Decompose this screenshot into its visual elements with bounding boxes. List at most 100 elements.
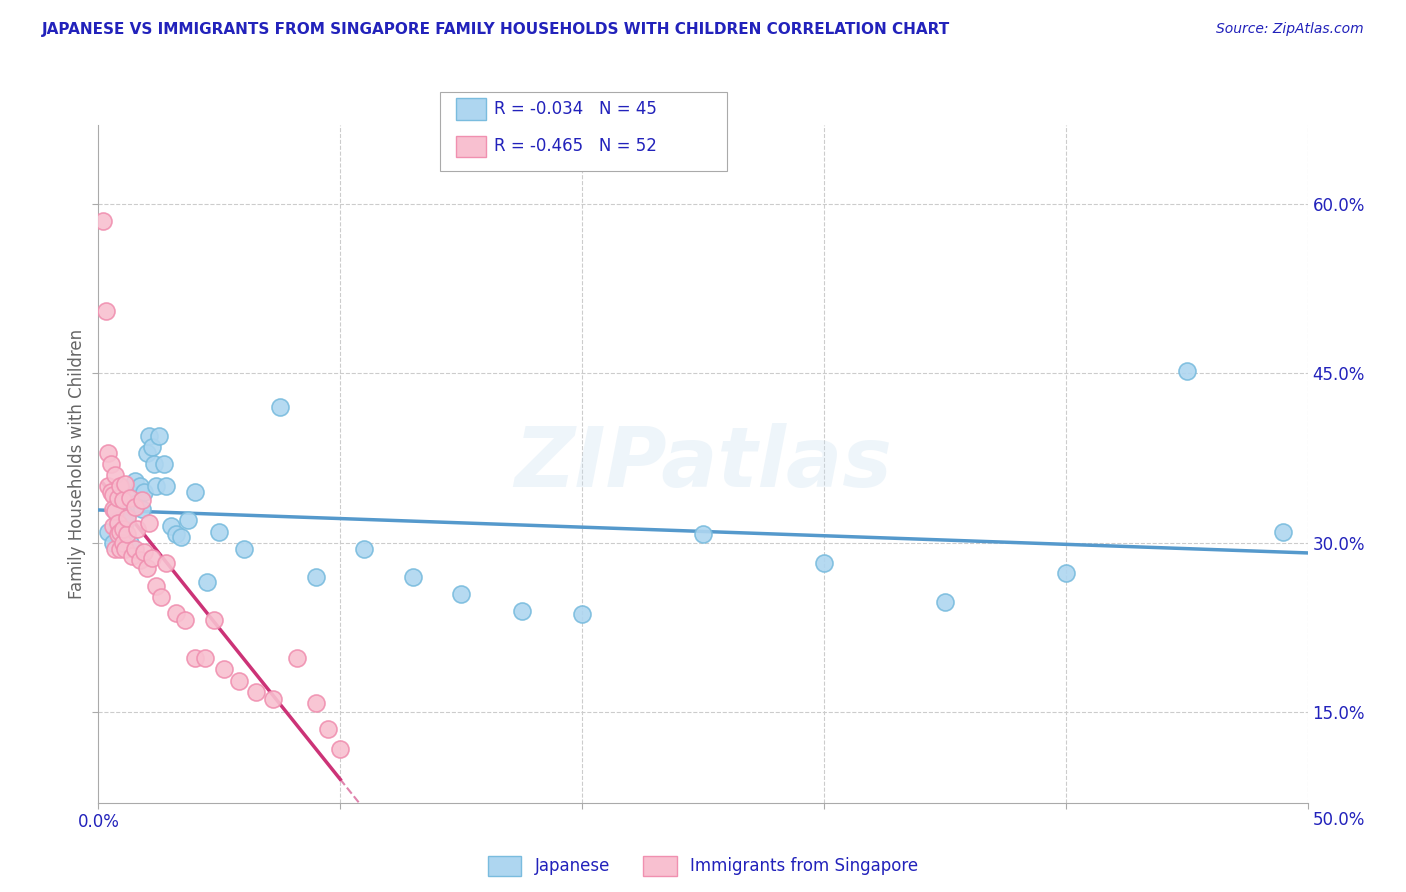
Point [107,513,129,527]
Point [97,445,120,459]
Point [108,519,131,533]
Point [571,607,593,621]
Point [128,479,150,493]
Point [135,445,157,459]
Legend: Japanese, Immigrants from Singapore: Japanese, Immigrants from Singapore [481,849,925,882]
Point [285,651,308,665]
Point [184,651,207,665]
Point [169,530,191,544]
Point [111,513,134,527]
Point [104,504,127,518]
Point [108,530,131,544]
Point [813,556,835,570]
Point [117,511,139,525]
Point [228,673,250,688]
Point [107,527,129,541]
Point [101,536,124,550]
Point [138,516,160,530]
Point [101,488,124,502]
Point [118,491,141,505]
Point [155,556,177,570]
Point [262,691,284,706]
Point [134,545,156,559]
Point [184,485,207,500]
Point [329,741,352,756]
Point [138,428,160,442]
Point [1175,364,1198,378]
Point [104,502,127,516]
Point [127,496,149,510]
Point [402,570,425,584]
Point [97,479,120,493]
Point [155,479,177,493]
Point [100,485,122,500]
Point [131,502,153,516]
Point [141,440,163,454]
Point [121,488,143,502]
Point [127,522,149,536]
Text: R = -0.034   N = 45: R = -0.034 N = 45 [494,100,657,118]
Point [134,485,156,500]
Point [114,541,136,556]
Point [141,550,163,565]
Y-axis label: Family Households with Children: Family Households with Children [67,329,86,599]
Point [124,541,146,556]
Point [111,536,134,550]
Point [165,527,187,541]
Point [117,508,139,522]
Point [124,500,146,514]
Point [165,606,187,620]
Text: 50.0%: 50.0% [1313,811,1365,829]
Point [195,575,218,590]
Point [131,493,153,508]
Point [108,479,131,493]
Point [145,579,167,593]
Text: JAPANESE VS IMMIGRANTS FROM SINGAPORE FAMILY HOUSEHOLDS WITH CHILDREN CORRELATIO: JAPANESE VS IMMIGRANTS FROM SINGAPORE FA… [42,22,950,37]
Point [692,527,714,541]
Point [121,549,143,564]
Point [114,477,136,491]
Point [104,468,127,483]
Point [100,457,122,471]
Point [174,613,197,627]
Point [353,541,375,556]
Text: ZIPatlas: ZIPatlas [515,424,891,504]
Point [128,553,150,567]
Point [450,587,472,601]
Point [145,479,167,493]
Point [208,524,231,539]
Point [94,304,117,318]
Point [245,685,267,699]
Point [108,524,131,539]
Point [124,474,146,488]
Point [204,613,226,627]
Point [194,651,217,665]
Point [143,457,166,471]
Point [510,604,533,618]
Point [212,663,235,677]
Point [305,697,328,711]
Point [107,491,129,505]
Point [305,570,328,584]
Point [107,516,129,530]
Point [152,457,174,471]
Point [1054,566,1077,581]
Point [118,536,141,550]
Point [150,590,173,604]
Point [316,723,339,737]
Point [114,516,136,530]
Text: R = -0.465   N = 52: R = -0.465 N = 52 [494,137,657,155]
Point [934,595,956,609]
Point [101,502,124,516]
Point [111,522,134,536]
Point [97,524,120,539]
Point [269,401,291,415]
Point [232,541,254,556]
Point [148,428,170,442]
Point [108,541,131,556]
Point [160,519,183,533]
Point [135,561,157,575]
Point [117,527,139,541]
Point [1272,524,1295,539]
Point [104,541,127,556]
